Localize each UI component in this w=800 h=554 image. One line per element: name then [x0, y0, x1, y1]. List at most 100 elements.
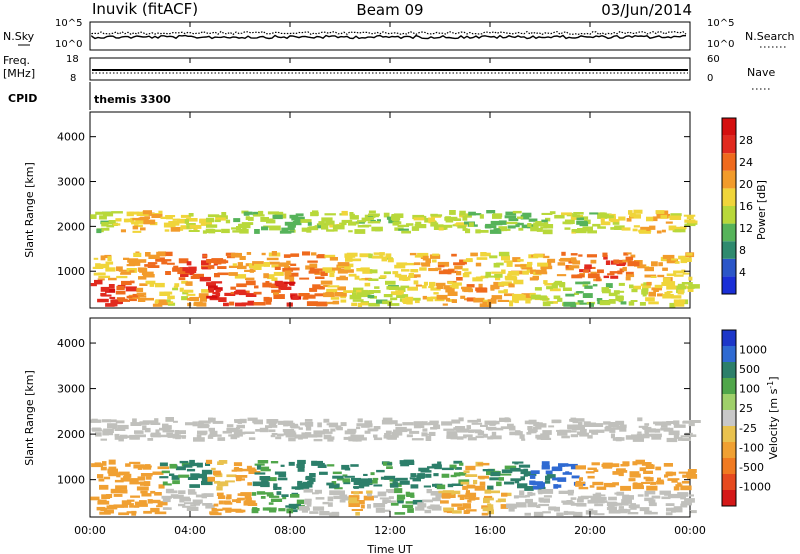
data-cell [161, 259, 172, 262]
data-cell [311, 252, 317, 256]
data-cell [570, 215, 580, 220]
data-cell [677, 289, 684, 295]
data-cell [589, 212, 599, 215]
x-tick-label: 00:00 [74, 524, 106, 537]
data-cell [538, 489, 543, 495]
freq-series [92, 69, 688, 74]
data-cell [205, 230, 210, 234]
data-cell [297, 482, 304, 487]
data-cell [674, 261, 680, 264]
data-cell [149, 499, 161, 504]
data-cell [584, 264, 592, 269]
data-cell [237, 493, 244, 496]
data-cell [577, 498, 584, 503]
freq-label: Freq. [3, 54, 30, 67]
data-cell [285, 505, 290, 508]
data-cell [512, 461, 524, 464]
data-cell [605, 425, 611, 430]
data-cell [90, 214, 97, 219]
data-cell [271, 433, 278, 436]
data-cell [232, 230, 243, 233]
data-cell [353, 486, 365, 489]
data-cell [428, 422, 439, 426]
data-cell [632, 437, 644, 442]
data-cell [201, 267, 211, 270]
data-cell [208, 287, 214, 293]
data-cell [664, 291, 671, 295]
data-cell [419, 425, 425, 428]
data-cell [326, 288, 338, 293]
data-cell [567, 426, 577, 430]
data-cell [524, 486, 534, 491]
data-cell [557, 477, 567, 482]
data-cell [512, 296, 518, 302]
data-cell [490, 286, 495, 291]
data-cell [269, 261, 280, 265]
data-cell [399, 480, 410, 485]
data-cell [245, 277, 255, 281]
data-cell [490, 284, 500, 290]
data-cell [261, 252, 266, 256]
data-cell [286, 422, 295, 426]
data-cell [650, 481, 656, 485]
data-cell [506, 221, 518, 225]
data-cell [356, 426, 361, 430]
data-cell [382, 417, 393, 422]
data-cell [542, 430, 552, 435]
data-cell [166, 432, 173, 437]
data-cell [678, 471, 688, 474]
data-cell [561, 435, 570, 439]
data-cell [563, 511, 575, 515]
data-cell [392, 292, 403, 296]
data-cell [382, 300, 393, 305]
data-cell [164, 229, 170, 232]
data-cell [572, 260, 581, 265]
data-cell [252, 261, 264, 266]
data-cell [438, 490, 448, 494]
data-cell [637, 264, 647, 269]
data-cell [232, 263, 237, 267]
data-cell [97, 474, 104, 479]
data-cell [265, 300, 272, 305]
cpid-label: CPID [8, 92, 37, 105]
data-cell [172, 267, 183, 272]
data-cell [253, 291, 262, 295]
data-cell [307, 222, 312, 226]
data-cell [521, 293, 531, 298]
data-cell [100, 255, 106, 261]
data-cell [298, 437, 303, 440]
data-cell [237, 419, 242, 424]
data-cell [341, 210, 348, 216]
data-cell [609, 271, 621, 274]
data-cell [373, 252, 383, 255]
data-cell [110, 299, 122, 305]
data-cell [336, 426, 343, 431]
data-cell [140, 216, 148, 221]
colorbar-tick: -25 [739, 422, 757, 435]
data-cell [504, 293, 515, 297]
data-cell [686, 215, 694, 220]
data-cell [355, 221, 365, 224]
data-cell [484, 225, 497, 229]
data-cell [383, 212, 390, 218]
data-cell [435, 267, 442, 271]
data-cell [658, 262, 663, 267]
data-cell [98, 478, 105, 482]
data-cell [608, 496, 617, 501]
data-cell [475, 276, 484, 279]
data-cell [240, 468, 251, 472]
data-cell [574, 292, 579, 295]
data-cell [644, 462, 650, 466]
data-cell [192, 273, 204, 278]
data-cell [245, 497, 252, 503]
data-cell [368, 210, 376, 214]
data-cell [142, 466, 152, 470]
data-cell [373, 495, 378, 498]
data-cell [610, 219, 620, 223]
data-cell [339, 222, 347, 226]
data-cell [389, 286, 400, 290]
data-cell [373, 426, 381, 430]
data-cell [490, 471, 501, 477]
data-cell [450, 493, 456, 498]
data-cell [641, 481, 650, 484]
